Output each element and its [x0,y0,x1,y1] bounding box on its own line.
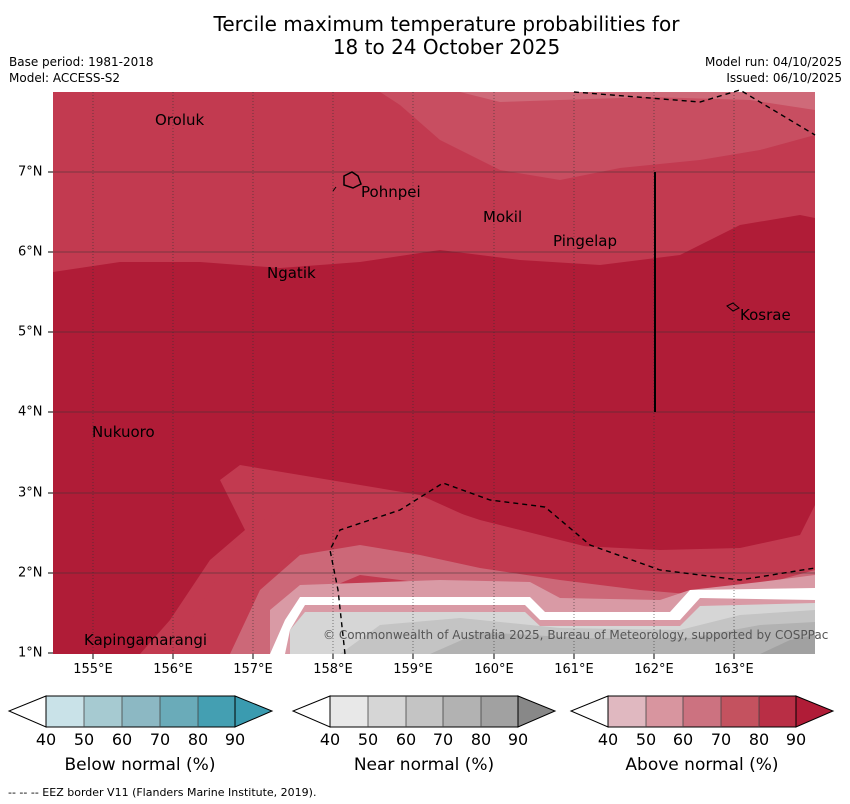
colorbar-below-label: Below normal (%) [64,755,216,775]
place-pingelap: Pingelap [553,232,618,250]
below-tick-60: 60 [111,730,133,749]
model-name: Model: ACCESS-S2 [9,71,121,85]
place-ngatik: Ngatik [267,264,316,282]
near-tick-40: 40 [319,730,341,749]
band-70-80-south [170,495,815,654]
above-tick-70: 70 [710,730,732,749]
below-tick-70: 70 [149,730,171,749]
place-kapingamarangi: Kapingamarangi [84,631,208,649]
near-tick-80: 80 [470,730,492,749]
place-kosrae: Kosrae [740,306,791,324]
band-60-70-top [380,92,815,180]
colorbar-above-label: Above normal (%) [625,755,779,775]
band-80-90 [53,215,815,654]
colorbar-near [291,695,557,728]
map-fill [53,92,815,654]
above-tick-80: 80 [748,730,770,749]
near-normal-70 [430,622,815,654]
below-tick-50: 50 [73,730,95,749]
above-tick-50: 50 [635,730,657,749]
title-line-2: 18 to 24 October 2025 [332,35,561,59]
lon-label-163: 163°E [714,662,754,677]
near-tick-70: 70 [432,730,454,749]
title-line-1: Tercile maximum temperature probabilitie… [213,12,680,36]
lon-label-158: 158°E [313,662,353,677]
place-mokil: Mokil [483,208,523,226]
pohnpei-island [343,171,362,189]
lon-label-156: 156°E [153,662,193,677]
lat-label-2: 2°N [18,565,43,581]
above-tick-60: 60 [672,730,694,749]
lat-label-3: 3°N [18,485,43,501]
near-tick-50: 50 [357,730,379,749]
lon-label-157: 157°E [233,662,273,677]
band-60-70-south [230,545,815,654]
lat-label-1: 1°N [18,645,43,661]
above-tick-40: 40 [597,730,619,749]
below-tick-40: 40 [35,730,57,749]
place-nukuoro: Nukuoro [92,423,155,441]
copyright-notice: © Commonwealth of Australia 2025, Bureau… [323,628,829,642]
near-tick-60: 60 [395,730,417,749]
model-run: Model run: 04/10/2025 [704,55,842,69]
lon-label-161: 161°E [554,662,594,677]
near-tick-90: 90 [507,730,529,749]
lon-label-155: 155°E [73,662,113,677]
above-tick-90: 90 [785,730,807,749]
meta-left: Base period: 1981-2018 Model: ACCESS-S2 [9,54,154,86]
meta-right: Model run: 04/10/2025 Issued: 06/10/2025 [705,54,842,86]
lat-label-5: 5°N [18,324,43,340]
kosrae-island [726,302,740,312]
lon-label-159: 159°E [393,662,433,677]
colorbar-above [569,695,835,728]
colorbar-near-label: Near normal (%) [353,755,495,775]
place-pohnpei: Pohnpei [361,183,421,201]
neutral-strip [270,588,815,654]
eez-footnote: -- -- -- EEZ border V11 (Flanders Marine… [8,786,317,799]
lon-label-162: 162°E [634,662,674,677]
place-oroluk: Oroluk [155,111,205,129]
issued-date: Issued: 06/10/2025 [726,71,842,85]
band-50-60-top [460,92,815,110]
lat-label-4: 4°N [18,404,43,420]
eez-border [329,89,816,655]
axis-ticks [48,171,735,659]
lat-label-6: 6°N [18,244,43,260]
lon-label-160: 160°E [474,662,514,677]
near-normal-80 [760,635,815,654]
lat-label-7: 7°N [18,164,43,180]
base-period: Base period: 1981-2018 [9,55,154,69]
below-tick-90: 90 [224,730,246,749]
below-tick-80: 80 [187,730,209,749]
pohnpei-islet [332,186,337,192]
colorbar-below [7,695,274,728]
map-title: Tercile maximum temperature probabilitie… [0,13,850,59]
